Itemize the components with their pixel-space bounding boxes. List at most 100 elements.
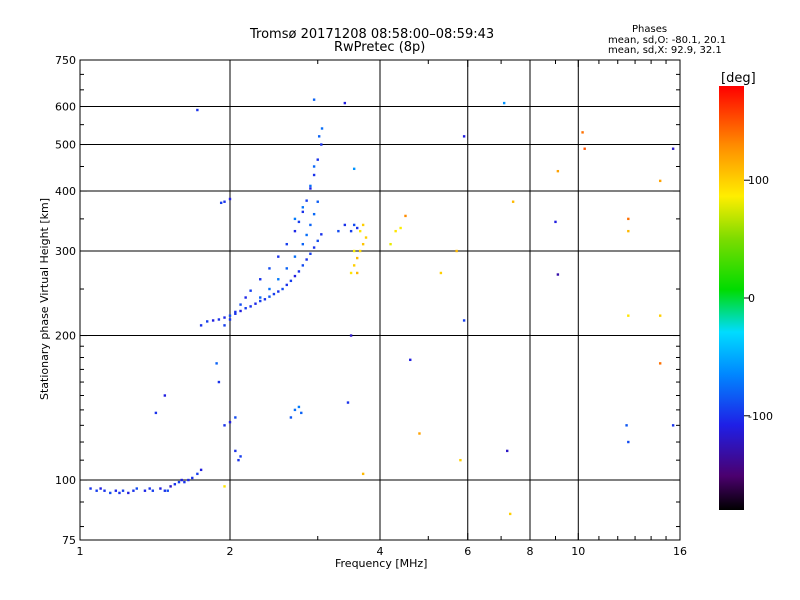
data-point-O (305, 199, 308, 202)
data-point-O (301, 264, 305, 267)
data-point-X (581, 131, 584, 134)
colorbar-tick-label: -100 (748, 410, 773, 423)
data-point-O (259, 278, 262, 281)
data-point-X (627, 314, 630, 317)
y-tick-label: 100 (55, 474, 76, 487)
x-tick-label: 1 (77, 545, 84, 558)
data-point-O (163, 489, 167, 492)
data-point-O (244, 307, 247, 310)
data-point-O (199, 324, 203, 327)
x-tick-label: 16 (673, 545, 687, 558)
data-point-O (293, 274, 297, 278)
data-point-O (249, 289, 252, 292)
data-point-O (301, 206, 305, 209)
data-point-X (358, 229, 362, 233)
data-point-O (268, 267, 271, 270)
data-point-O (95, 489, 98, 492)
data-point-O (118, 491, 121, 495)
y-tick-label: 200 (55, 330, 76, 343)
data-point-O (320, 143, 323, 146)
data-point-O (199, 468, 203, 472)
data-point-X (352, 249, 356, 253)
data-point-O (183, 480, 186, 484)
colorbar-tick-label: 100 (748, 174, 769, 187)
data-point-O (99, 487, 102, 490)
data-point-O (671, 424, 675, 427)
data-point-O (223, 324, 226, 327)
data-point-X (455, 249, 458, 253)
data-point-X (361, 223, 365, 227)
data-point-O (285, 267, 288, 270)
data-point-O (309, 252, 312, 256)
y-tick-label: 500 (55, 139, 76, 152)
data-point-O (223, 424, 226, 427)
data-point-O (277, 278, 280, 281)
data-point-O (409, 358, 412, 362)
data-point-O (309, 184, 312, 188)
data-point-X (583, 147, 586, 150)
y-tick-label: 75 (62, 534, 76, 547)
data-point-O (462, 135, 466, 138)
y-tick-label: 300 (55, 245, 76, 258)
data-point-O (462, 319, 466, 322)
data-point-O (228, 197, 232, 201)
data-point-O (625, 424, 628, 427)
data-point-X (352, 264, 356, 267)
data-point-O (312, 173, 316, 177)
data-point-O (135, 487, 138, 490)
data-point-O (196, 472, 199, 476)
data-point-O (312, 98, 316, 101)
axes: 1 2 4 6 8 10 16 75 100 200 300 400 500 600 750 (55, 54, 687, 558)
data-point-X (511, 200, 515, 203)
data-point-O (169, 485, 172, 488)
data-point-O (166, 489, 169, 492)
data-point-O (187, 478, 190, 482)
data-point-X (658, 362, 662, 365)
grid-lines (80, 60, 680, 540)
data-point-X (355, 271, 359, 275)
data-point-O (263, 298, 267, 301)
data-point-O (180, 478, 183, 482)
data-point-O (143, 489, 147, 492)
y-tick-label: 600 (55, 101, 76, 114)
data-point-O (343, 101, 347, 105)
data-point-X (361, 472, 365, 476)
data-point-O (293, 408, 297, 412)
data-point-O (556, 273, 560, 276)
y-tick-label: 750 (55, 54, 76, 67)
data-point-O (239, 455, 242, 458)
data-point-O (223, 200, 226, 203)
data-point-O (234, 416, 237, 419)
data-point-O (173, 483, 177, 486)
data-point-O (228, 314, 232, 317)
data-point-O (316, 158, 319, 161)
data-point-O (217, 380, 221, 384)
data-point-O (219, 201, 223, 205)
data-point-O (297, 220, 301, 224)
data-point-O (355, 226, 359, 230)
data-point-O (343, 223, 347, 227)
data-point-O (289, 279, 293, 283)
data-point-O (249, 305, 252, 308)
data-point-O (151, 489, 155, 492)
data-point-O (297, 405, 301, 409)
data-point-O (627, 440, 630, 444)
data-point-O (301, 210, 305, 214)
data-point-X (439, 271, 443, 275)
x-axis-label: Frequency [MHz] (335, 557, 428, 570)
x-tick-label: 2 (227, 545, 234, 558)
data-points (89, 98, 675, 516)
phases-x-stats: mean, sd,X: 92.9, 32.1 (608, 45, 722, 56)
data-point-O (293, 255, 297, 258)
data-point-O (217, 318, 221, 321)
data-point-O (300, 411, 303, 415)
data-point-O (293, 229, 297, 233)
data-point-O (316, 200, 319, 203)
data-point-O (297, 270, 301, 273)
data-point-O (154, 411, 158, 415)
data-point-O (349, 334, 353, 337)
x-tick-label: 6 (464, 545, 471, 558)
data-point-O (177, 480, 181, 484)
data-point-O (309, 223, 312, 227)
